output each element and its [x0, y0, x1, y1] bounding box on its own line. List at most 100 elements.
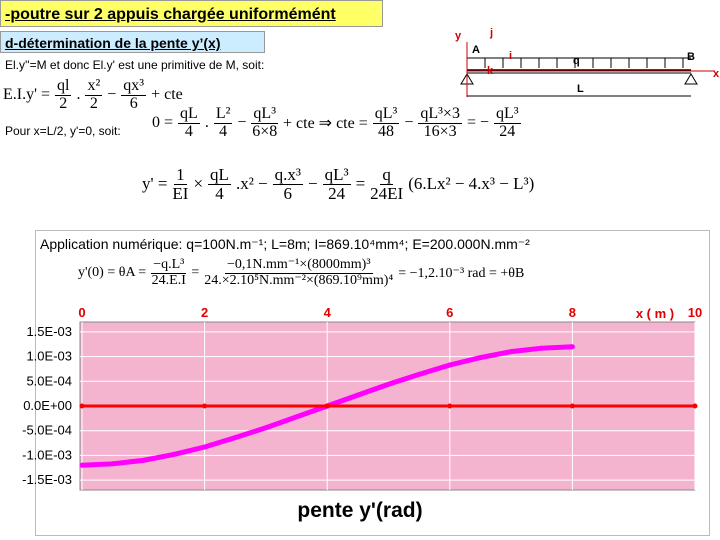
diagram-label: B	[687, 51, 695, 63]
numerator: ql	[55, 77, 72, 96]
point	[294, 414, 300, 420]
formula-text: y'(0) = θA =	[78, 265, 147, 281]
formula-text: −	[107, 86, 117, 104]
formula-text: y' =	[142, 174, 168, 194]
point	[539, 345, 545, 351]
denominator: 6	[129, 94, 138, 112]
denominator: 24	[328, 183, 346, 203]
denominator: 16×3	[423, 122, 457, 140]
point	[79, 403, 85, 409]
point	[477, 355, 483, 361]
chart-frame	[35, 230, 710, 536]
point	[355, 392, 361, 398]
fraction: −0,1N.mm⁻¹×(8000mm)³ 24.×2.10⁵N.mm⁻²×(869…	[202, 257, 395, 288]
denominator: 2	[59, 94, 68, 112]
point	[110, 461, 116, 467]
fraction: qL³ 6×8	[249, 105, 280, 141]
numerator: qL	[178, 105, 200, 124]
y-tick-label: 0.0E+00	[23, 398, 72, 413]
diagram-label: y	[455, 30, 462, 42]
fraction: qx³ 6	[119, 77, 148, 113]
denominator: 24	[499, 122, 516, 140]
formula-text: =	[355, 174, 366, 194]
point	[692, 403, 698, 409]
title: -poutre sur 2 appuis chargée uniformémén…	[0, 0, 383, 27]
beam-diagram: yAj i k q Bx L	[455, 27, 720, 97]
diagram-label: q	[573, 55, 580, 67]
load-arrows	[484, 58, 684, 68]
denominator: 4	[219, 122, 228, 140]
diagram-label: L	[577, 83, 584, 95]
point	[447, 403, 453, 409]
application-text: Application numérique: q=100N.m⁻¹; L=8m;…	[40, 236, 530, 252]
point	[232, 435, 238, 441]
denominator: 24.×2.10⁵N.mm⁻²×(869.10⁹mm)⁴	[204, 272, 394, 288]
numerator: q.x³	[272, 165, 303, 185]
point	[140, 457, 146, 463]
fraction: L² 4	[212, 105, 235, 141]
numerator: −0,1N.mm⁻¹×(8000mm)³	[224, 257, 373, 274]
fraction: q 24EI	[368, 166, 405, 203]
text: Pour x=L/2, y'=0, soit:	[5, 124, 121, 138]
fraction: 1 EI	[170, 166, 190, 203]
point	[202, 403, 208, 409]
point	[508, 349, 514, 355]
denominator: 24EI	[370, 183, 404, 203]
fraction: qL 4	[176, 105, 202, 141]
numerator: qx³	[121, 77, 147, 96]
formula: E.I.y' = ql 2. x² 2− qx³ 6 + cte	[3, 77, 183, 113]
numerator: L²	[213, 105, 233, 124]
denominator: 6	[283, 183, 293, 203]
formula-text: −	[237, 114, 247, 132]
point	[171, 451, 177, 457]
x-axis-label: x ( m )	[636, 306, 674, 321]
subtitle: d-détermination de la pente y’(x)	[0, 31, 265, 53]
denominator: 24.E.I	[151, 272, 186, 288]
fraction: qL³×3 16×3	[416, 105, 464, 141]
numerator: q	[380, 165, 393, 185]
fraction: qL 4	[206, 166, 233, 203]
support	[684, 73, 698, 85]
y-tick-label: 1.5E-03	[26, 324, 72, 339]
formula-text: ×	[193, 174, 204, 194]
diagram-label: j	[489, 27, 493, 39]
fraction: ql 2	[53, 77, 73, 113]
diagram-label: x	[713, 68, 720, 80]
formula: y' = 1 EI × qL 4 .x² − q.x³ 6− qL³ 24 = q 24EI (6.Lx² …	[142, 166, 534, 203]
formula-text: + cte ⇒ cte =	[283, 115, 368, 133]
y-tick-label: 5.0E-04	[26, 373, 72, 388]
formula-text: =	[191, 265, 200, 281]
formula: 0 = qL 4. L² 4− qL³ 6×8 + cte ⇒ cte = qL³ 48− qL³×…	[152, 105, 523, 141]
numerator: qL³	[494, 105, 521, 124]
denominator: 4	[215, 183, 224, 203]
denominator: 48	[378, 122, 395, 140]
point	[79, 462, 85, 468]
numerator: qL	[208, 165, 231, 185]
y-tick-label: -1.0E-03	[22, 447, 72, 462]
diagram-label: i	[509, 50, 512, 62]
point	[447, 362, 453, 368]
formula-text: .x² −	[235, 174, 268, 194]
point	[569, 344, 575, 350]
text: El.y''=M et donc El.y' est une primitive…	[5, 58, 265, 72]
y-tick-label: -5.0E-04	[22, 423, 72, 438]
diagram-label: A	[472, 44, 480, 56]
x-tick-label: 0	[78, 305, 85, 320]
formula-text: + cte	[151, 86, 183, 104]
x-tick-label: 10	[688, 305, 702, 320]
point	[569, 403, 575, 409]
numerator: qL³	[322, 165, 351, 185]
numerator: qL³	[372, 105, 400, 124]
numerator: 1	[174, 165, 187, 185]
denominator: 2	[89, 94, 98, 112]
x-tick-label: 2	[201, 305, 208, 320]
denominator: 6×8	[252, 122, 278, 140]
y-tick-label: -1.5E-03	[22, 472, 72, 487]
formula-text: = −1,2.10⁻³ rad = +θB	[398, 265, 525, 281]
fraction: x² 2	[83, 77, 104, 113]
chart-title: pente y'(rad)	[297, 499, 422, 522]
formula-text: 0 =	[152, 114, 174, 132]
point	[386, 381, 391, 387]
fraction: qL³ 24	[492, 105, 523, 141]
